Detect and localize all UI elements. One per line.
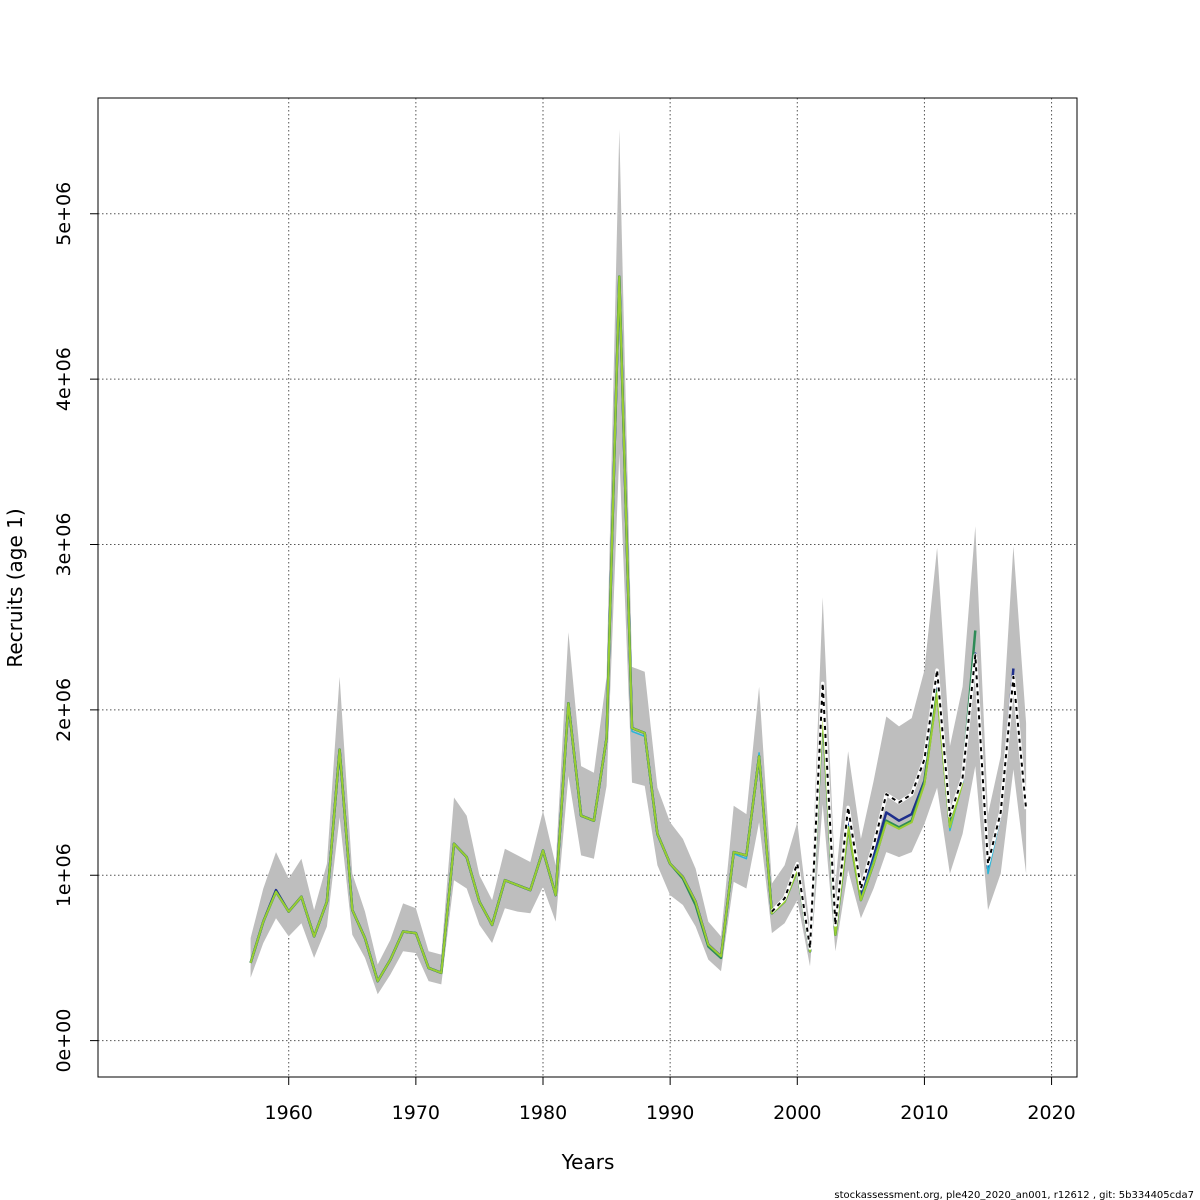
x-tick-label: 2010 xyxy=(900,1102,948,1124)
y-tick-label: 0e+00 xyxy=(53,1009,75,1073)
series-lines xyxy=(249,275,1028,983)
confidence-band-area xyxy=(250,129,1027,995)
y-tick-label: 1e+06 xyxy=(53,843,75,907)
y-axis-title: Recruits (age 1) xyxy=(3,508,27,667)
x-tick-label: 1960 xyxy=(265,1102,313,1124)
y-tick-label: 3e+06 xyxy=(53,513,75,577)
x-tick-label: 2000 xyxy=(773,1102,821,1124)
y-axis: 0e+00 1e+06 2e+06 3e+06 4e+06 5e+06 xyxy=(53,182,98,1073)
x-tick-label: 1990 xyxy=(646,1102,694,1124)
y-tick-label: 4e+06 xyxy=(53,347,75,411)
y-tick-label: 5e+06 xyxy=(53,182,75,246)
x-axis-title: Years xyxy=(561,1150,615,1174)
x-tick-label: 1980 xyxy=(519,1102,567,1124)
confidence-band xyxy=(250,129,1027,995)
plot-frame xyxy=(97,97,1078,1078)
y-tick-label: 2e+06 xyxy=(53,678,75,742)
x-axis: 1960 1970 1980 1990 2000 2010 2020 xyxy=(265,1077,1076,1124)
series-line-5 xyxy=(771,654,1028,949)
footer-note: stockassessment.org, ple420_2020_an001, … xyxy=(834,1190,1194,1200)
series-line-4 xyxy=(249,275,964,983)
x-tick-label: 2020 xyxy=(1027,1102,1075,1124)
x-tick-label: 1970 xyxy=(392,1102,440,1124)
grid xyxy=(98,98,1077,1077)
